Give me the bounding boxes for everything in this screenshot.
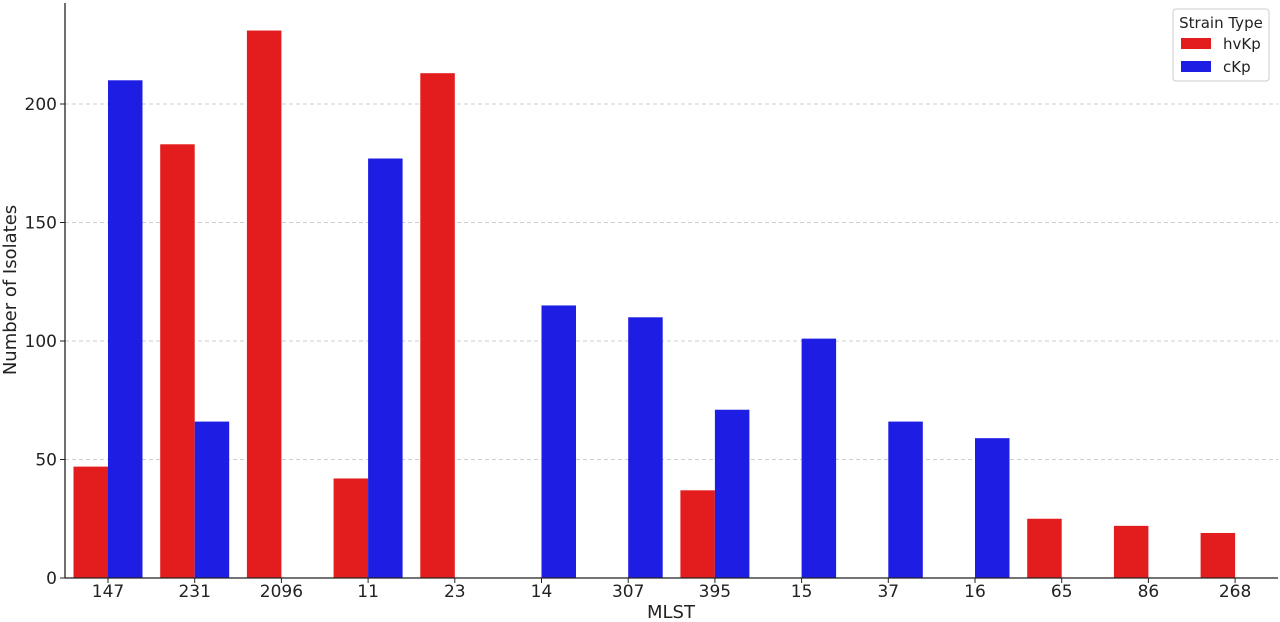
x-tick-label-15: 15 bbox=[791, 582, 813, 602]
bar-ckp-14 bbox=[541, 305, 576, 578]
x-axis-label: MLST bbox=[647, 602, 696, 622]
bar-ckp-231 bbox=[194, 421, 230, 578]
grid-lines bbox=[65, 103, 1278, 460]
x-tick-label-37: 37 bbox=[877, 582, 899, 602]
y-tick-label-50: 50 bbox=[35, 451, 57, 471]
bar-ckp-15 bbox=[801, 338, 837, 578]
bar-hvkp-2096 bbox=[246, 30, 282, 578]
axes bbox=[64, 3, 1278, 579]
bar-hvkp-23 bbox=[420, 73, 455, 578]
bar-ckp-147 bbox=[108, 80, 143, 579]
y-tick-label-0: 0 bbox=[46, 569, 57, 589]
bar-hvkp-231 bbox=[160, 144, 195, 579]
bar-ckp-37 bbox=[888, 421, 923, 578]
bar-hvkp-65 bbox=[1027, 518, 1062, 578]
legend-swatch-hvkp bbox=[1181, 38, 1211, 49]
legend-label-hvkp: hvKp bbox=[1223, 35, 1261, 53]
x-tick-label-231: 231 bbox=[178, 582, 210, 602]
bar-hvkp-268 bbox=[1200, 532, 1236, 578]
bar-ckp-16 bbox=[975, 438, 1010, 578]
x-tick-label-65: 65 bbox=[1051, 582, 1073, 602]
x-tick-label-16: 16 bbox=[964, 582, 986, 602]
legend: Strain Type hvKp cKp bbox=[1172, 8, 1270, 82]
bars bbox=[73, 30, 1236, 579]
x-tick-label-147: 147 bbox=[92, 582, 124, 602]
x-tick-label-86: 86 bbox=[1138, 582, 1160, 602]
y-tick-label-200: 200 bbox=[25, 95, 57, 115]
y-tick-label-150: 150 bbox=[25, 214, 57, 234]
bar-hvkp-11 bbox=[333, 478, 369, 578]
bar-hvkp-395 bbox=[680, 490, 715, 578]
legend-swatch-ckp bbox=[1181, 61, 1211, 72]
bar-ckp-307 bbox=[628, 317, 663, 578]
legend-title: Strain Type bbox=[1179, 14, 1263, 32]
x-tick-label-395: 395 bbox=[699, 582, 731, 602]
bar-ckp-11 bbox=[368, 158, 403, 578]
bar-hvkp-147 bbox=[73, 466, 108, 578]
x-ticks: 147 231 2096 11 23 14 307 395 15 37 16 65 86 268 bbox=[92, 578, 1251, 602]
x-tick-label-268: 268 bbox=[1219, 582, 1251, 602]
x-tick-label-23: 23 bbox=[444, 582, 466, 602]
bar-hvkp-86 bbox=[1113, 525, 1149, 578]
y-ticks: 0 50 100 150 200 bbox=[25, 95, 65, 589]
legend-label-ckp: cKp bbox=[1223, 58, 1251, 76]
y-tick-label-100: 100 bbox=[25, 332, 57, 352]
bar-ckp-395 bbox=[714, 409, 750, 578]
x-tick-label-2096: 2096 bbox=[260, 582, 303, 602]
x-tick-label-11: 11 bbox=[357, 582, 379, 602]
y-axis-label: Number of Isolates bbox=[0, 205, 21, 375]
x-tick-label-307: 307 bbox=[612, 582, 644, 602]
x-tick-label-14: 14 bbox=[531, 582, 553, 602]
